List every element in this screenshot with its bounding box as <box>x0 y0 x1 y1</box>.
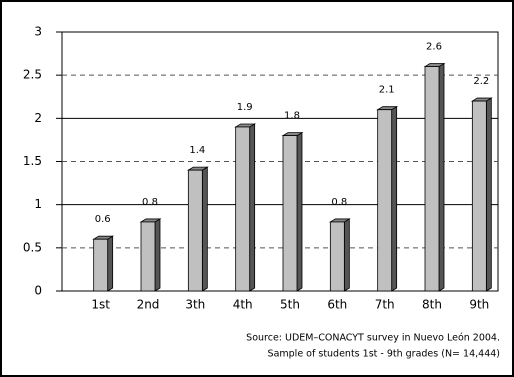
bar <box>329 221 345 292</box>
value-label: 2.6 <box>426 42 442 53</box>
x-tick-label: 9th <box>469 298 489 312</box>
bar <box>424 66 440 292</box>
bar <box>282 135 298 292</box>
value-label: 0.8 <box>142 197 158 208</box>
bar <box>140 221 156 292</box>
bar <box>93 238 109 292</box>
bar <box>377 109 393 292</box>
bar <box>187 169 203 292</box>
y-tick-label: 3 <box>34 25 42 39</box>
value-label: 0.8 <box>331 197 347 208</box>
x-tick-label: 6th <box>327 298 347 312</box>
x-tick-label: 4th <box>233 298 253 312</box>
value-label: 1.8 <box>284 111 300 122</box>
x-tick-label: 1st <box>91 298 110 312</box>
x-tick-label: 8th <box>422 298 442 312</box>
x-tick-label: 3th <box>185 298 205 312</box>
bar-side <box>201 166 208 292</box>
x-tick-label: 7th <box>375 298 395 312</box>
value-label: 1.9 <box>237 102 253 113</box>
x-tick-label: 2nd <box>137 298 160 312</box>
y-tick-label: 0 <box>34 284 42 298</box>
bar-side <box>343 218 350 292</box>
bar-side <box>391 105 398 292</box>
bar-side <box>107 235 114 292</box>
source-note: Source: UDEM–CONACYT survey in Nuevo Leó… <box>246 333 500 344</box>
bar-side <box>438 62 445 292</box>
y-tick-label: 2 <box>34 111 42 125</box>
sample-note: Sample of students 1st - 9th grades (N= … <box>268 349 500 360</box>
bar-side <box>485 97 492 292</box>
value-label: 0.6 <box>95 214 111 225</box>
value-label: 1.4 <box>189 145 205 156</box>
bar <box>235 126 251 292</box>
value-label: 2.2 <box>473 76 489 87</box>
y-tick-label: 1.5 <box>23 154 42 168</box>
x-tick-label: 5th <box>280 298 300 312</box>
bar <box>471 100 487 292</box>
bar-side <box>296 131 303 292</box>
bar-side <box>154 218 161 292</box>
y-tick-label: 0.5 <box>23 240 42 254</box>
y-tick-label: 2.5 <box>23 68 42 82</box>
value-label: 2.1 <box>379 85 395 96</box>
bar-side <box>249 123 256 292</box>
y-tick-label: 1 <box>34 197 42 211</box>
